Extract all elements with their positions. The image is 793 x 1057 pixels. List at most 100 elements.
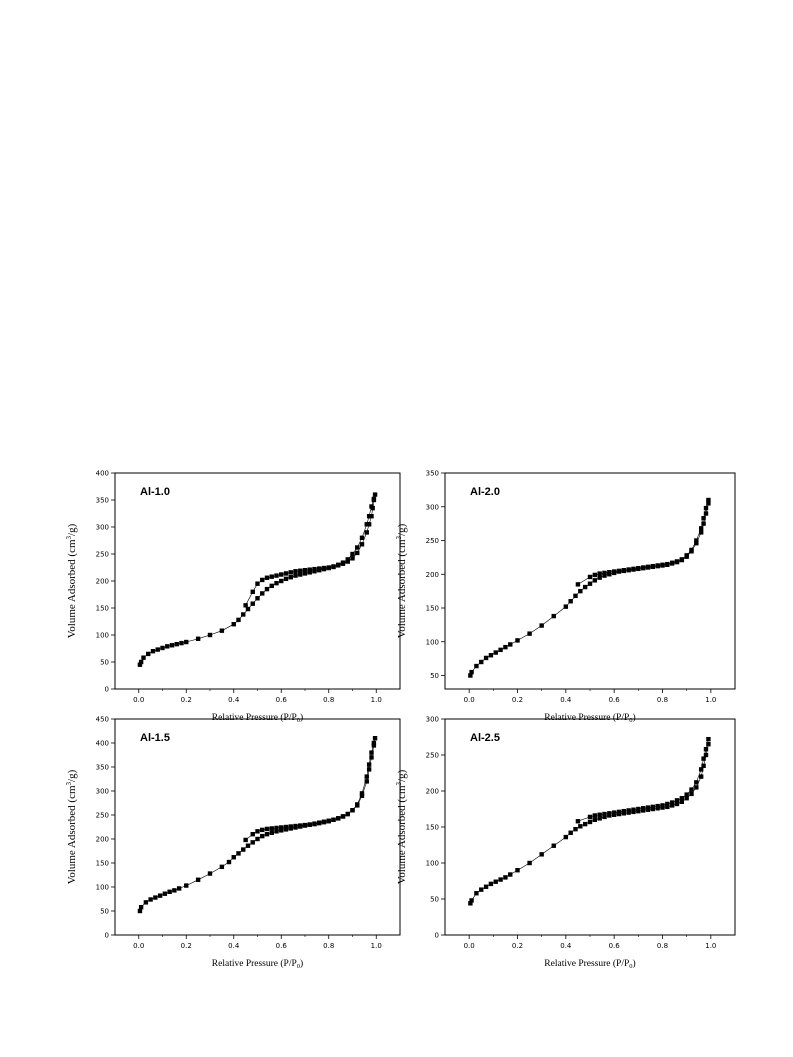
adsorption-point (371, 740, 377, 746)
adsorption-point (369, 750, 374, 755)
desorption-point (694, 538, 699, 543)
y-tick-label: 250 (426, 537, 439, 545)
x-axis-label-end: ) (300, 958, 303, 969)
adsorption-point (503, 875, 508, 880)
desorption-point (669, 800, 675, 805)
desorption-point (336, 562, 341, 567)
chart-panel-2: 0.0 0.2 0.4 0.6 0.8 1.0 50 100 150 200 250 300 350 Al… (395, 470, 736, 724)
adsorption-point (176, 886, 182, 891)
y-tick-label: 350 (426, 470, 439, 478)
adsorption-point (698, 530, 704, 535)
chart-panel-3: 0.0 0.2 0.4 0.6 0.8 1.00501001502002503003504… (65, 716, 401, 970)
x-tick-label: 0.6 (609, 942, 621, 950)
adsorption-point (207, 632, 213, 638)
x-axis-label-end: ) (633, 958, 636, 969)
y-tick-label: 50 (100, 659, 109, 667)
y-tick-label: 0 (435, 932, 439, 940)
adsorption-point (150, 649, 156, 654)
desorption-point (317, 820, 322, 826)
y-tick-label: 0 (105, 686, 109, 694)
x-tick-label: 0.4 (560, 696, 572, 704)
desorption-point (701, 516, 706, 521)
adsorption-point (241, 612, 246, 617)
adsorption-point (578, 824, 583, 829)
desorption-point (575, 819, 581, 824)
adsorption-point (141, 655, 146, 660)
desorption-point (684, 553, 689, 558)
adsorption-point (701, 763, 706, 768)
desorption-point (689, 547, 694, 553)
adsorption-point (679, 799, 685, 804)
adsorption-point (706, 742, 711, 747)
desorption-point (698, 767, 704, 772)
desorption-point (640, 565, 646, 570)
desorption-point (689, 787, 694, 792)
desorption-point (364, 779, 369, 784)
desorption-point (694, 780, 699, 785)
adsorption-point (137, 662, 143, 667)
desorption-point (340, 560, 346, 565)
x-axis-label-subscript: 0 (297, 963, 300, 970)
adsorption-point (169, 643, 175, 648)
adsorption-point (184, 639, 189, 645)
adsorption-point (269, 830, 274, 835)
x-tick-label: 1.0 (705, 942, 716, 950)
adsorption-point (195, 877, 201, 882)
adsorption-point (219, 628, 225, 633)
y-tick-label: 50 (100, 908, 109, 916)
desorption-point (706, 497, 711, 503)
desorption-point (298, 568, 303, 573)
y-tick-label: 400 (96, 740, 109, 748)
y-tick-label: 100 (426, 860, 439, 868)
sample-label: Al-2.0 (470, 486, 500, 498)
desorption-point (631, 566, 636, 572)
adsorption-point (563, 604, 569, 609)
adsorption-point (469, 898, 474, 903)
adsorption-point (195, 636, 201, 641)
desorption-point (371, 743, 377, 748)
adsorption-point (148, 897, 153, 902)
desorption-point (684, 792, 689, 797)
adsorption-point (359, 791, 365, 796)
adsorption-point (587, 819, 593, 825)
y-axis-label-end: /g) (66, 523, 78, 536)
adsorption-point (508, 642, 513, 647)
adsorption-point (527, 860, 532, 866)
y-tick-label: 200 (96, 578, 109, 586)
desorption-point (611, 810, 617, 815)
adsorption-point (479, 887, 484, 892)
adsorption-point (167, 889, 172, 894)
adsorption-point (260, 591, 265, 596)
desorption-point (321, 565, 327, 571)
adsorption-point (703, 511, 709, 516)
x-tick-label: 0.4 (228, 696, 240, 704)
desorption-point (326, 565, 331, 570)
x-tick-label: 0.6 (276, 696, 288, 704)
adsorption-point (160, 645, 165, 651)
chart-panel-4: 0.0 0.2 0.4 0.6 0.8 1.0050100150200250300Al-2… (395, 716, 736, 970)
adsorption-point (157, 893, 163, 898)
y-tick-label: 300 (96, 524, 109, 532)
desorption-point (243, 837, 248, 843)
y-axis-label-superscript: 3 (65, 781, 73, 785)
x-tick-label: 1.0 (371, 696, 382, 704)
desorption-point (302, 822, 308, 828)
adsorption-point (684, 796, 689, 801)
y-tick-label: 150 (96, 860, 109, 868)
adsorption-point (172, 888, 177, 893)
y-tick-label: 250 (96, 812, 109, 820)
adsorption-point (219, 864, 225, 870)
desorption-point (317, 566, 322, 571)
desorption-point (607, 570, 612, 575)
adsorption-point (138, 904, 144, 910)
adsorption-point (551, 613, 556, 619)
desorption-point (626, 567, 631, 572)
adsorption-point (539, 623, 544, 628)
adsorption-point (293, 573, 298, 578)
adsorption-point (469, 669, 474, 675)
adsorption-point (474, 891, 479, 896)
adsorption-point (468, 901, 473, 906)
adsorption-point (355, 550, 360, 556)
adsorption-point (703, 752, 709, 758)
adsorption-point (279, 828, 284, 833)
